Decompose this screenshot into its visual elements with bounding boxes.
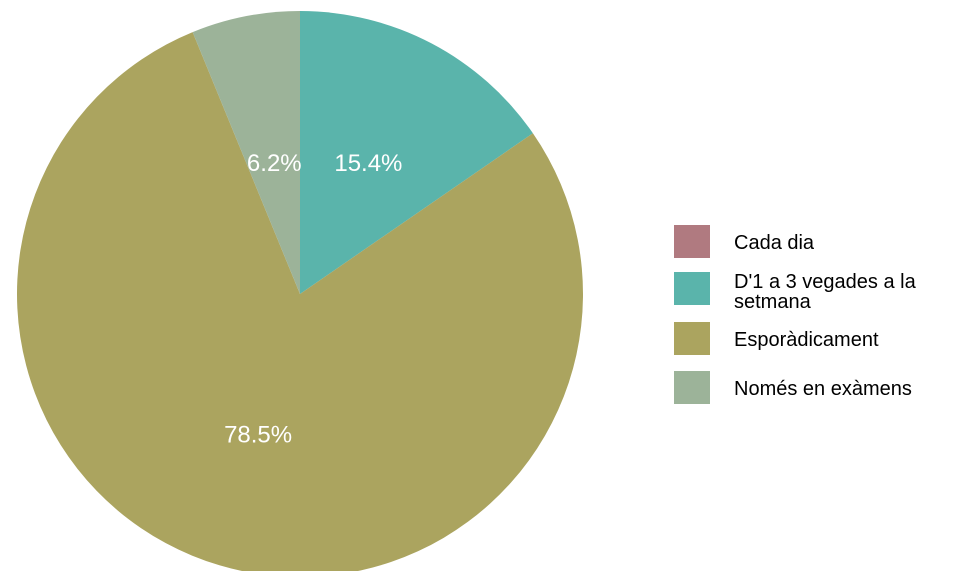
pie-slices [16, 11, 583, 571]
pie-slice-nomes-en-examens [192, 11, 300, 294]
legend-label-cada-dia: Cada dia [734, 232, 815, 254]
slice-label-d-1-a-3-vegades-a-la-setmana: 15.4% [334, 150, 402, 177]
pie-slice-labels: 15.4% 78.5% 6.2% [224, 150, 402, 449]
pie-slice-d-1-a-3-vegades-a-la-setmana [300, 11, 533, 294]
legend-swatch-esporadicament [674, 322, 710, 355]
legend-label-d-1-a-3-vegades-a-la-setmana: D'1 a 3 vegades a la setmana [734, 271, 917, 313]
legend-swatch-d-1-a-3-vegades-a-la-setmana [674, 272, 710, 305]
pie-slice-esporadicament [16, 32, 583, 571]
legend-swatch-cada-dia [674, 225, 710, 258]
legend-label-esporadicament: Esporàdicament [734, 329, 879, 351]
legend: Cada dia D'1 a 3 vegades a la setmana Espor… [674, 225, 917, 404]
slice-label-nomes-en-examens: 6.2% [247, 150, 302, 177]
slice-label-esporadicament: 78.5% [224, 422, 292, 449]
legend-swatch-nomes-en-examens [674, 371, 710, 404]
legend-label-nomes-en-examens: Només en exàmens [734, 378, 912, 400]
